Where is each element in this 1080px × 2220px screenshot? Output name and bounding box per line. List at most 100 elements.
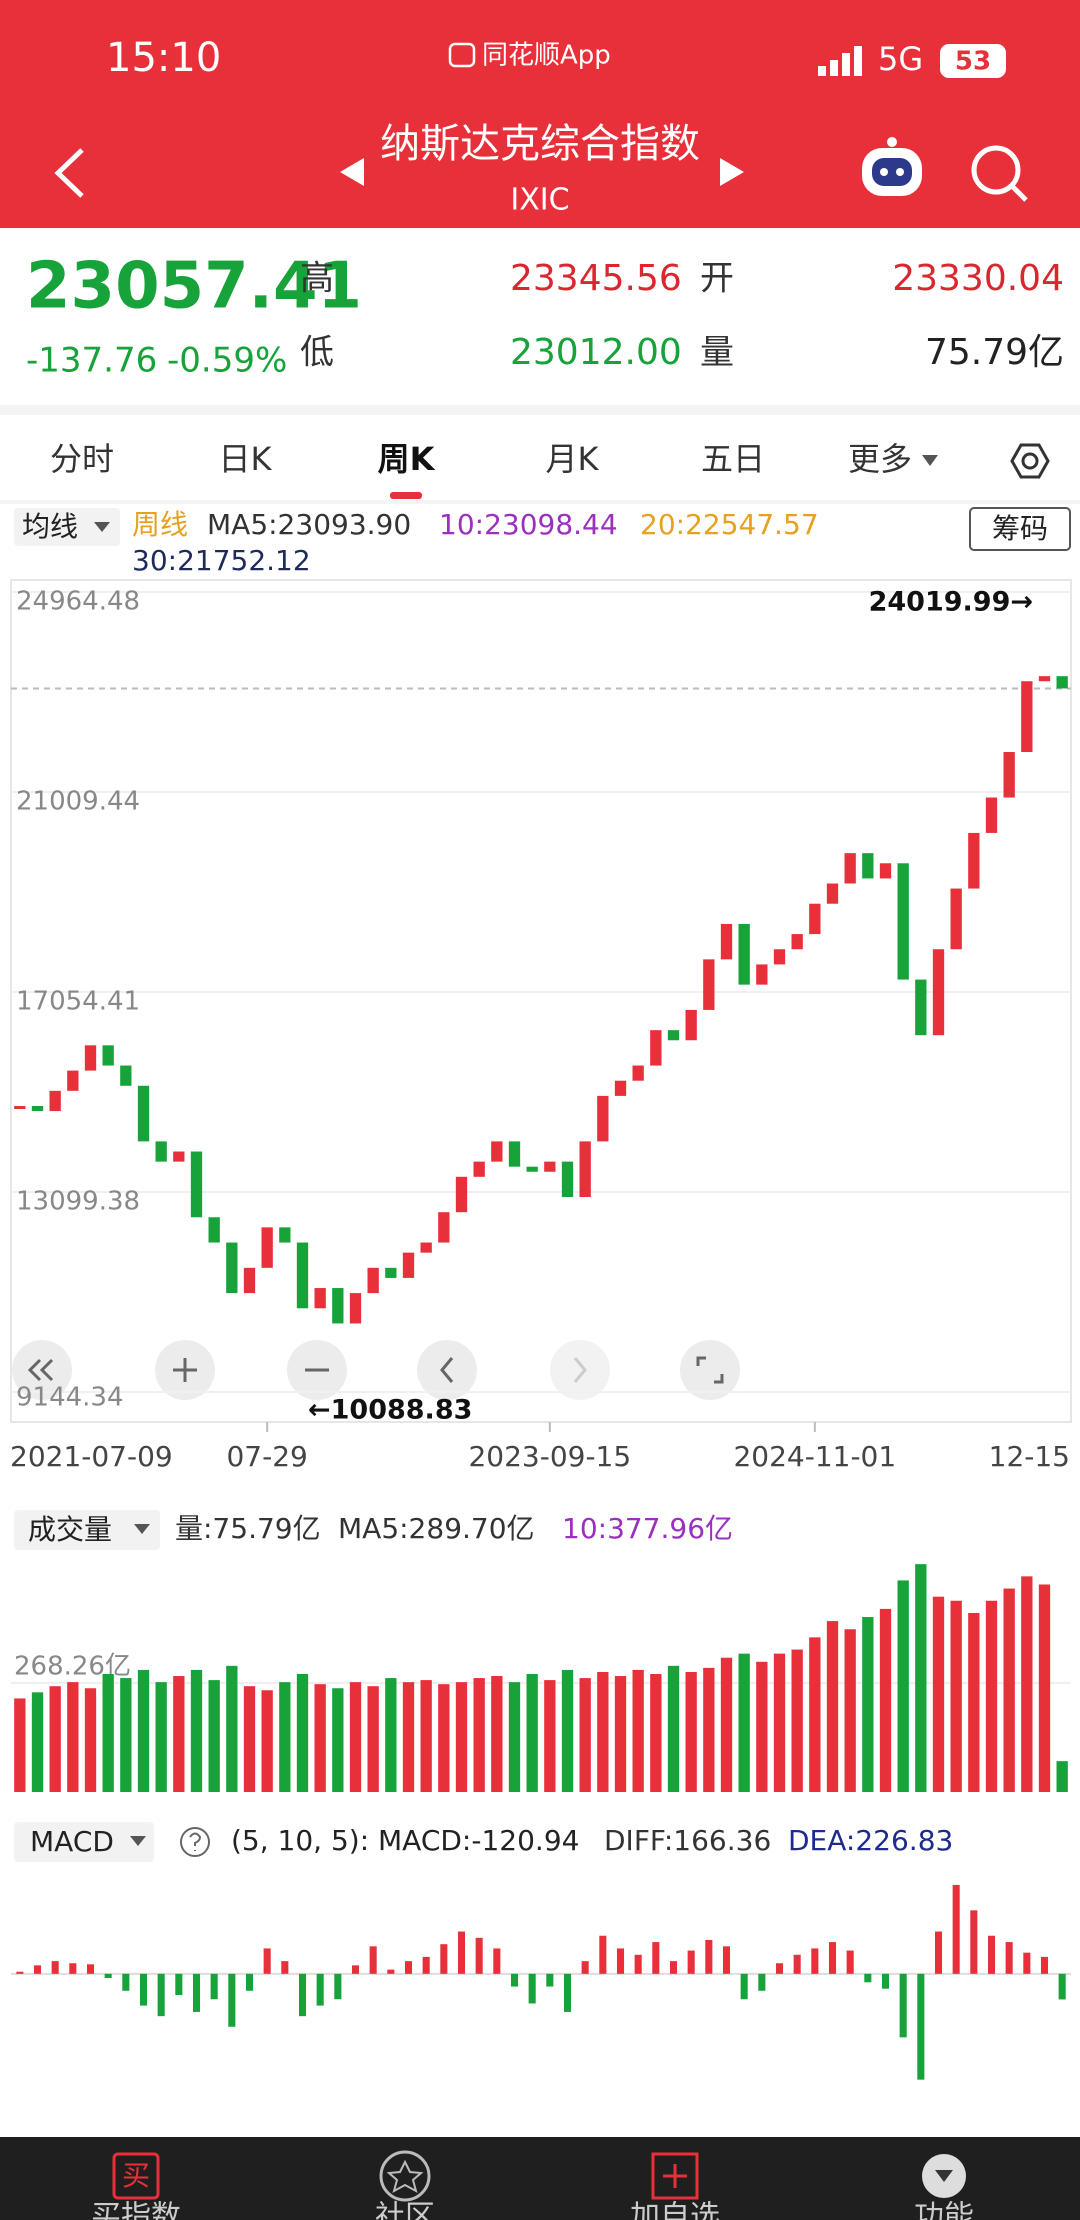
- search-button[interactable]: [971, 145, 1028, 202]
- tab[interactable]: 日K: [219, 440, 273, 478]
- volume-bar: [614, 1676, 627, 1792]
- battery-level: 53: [955, 47, 991, 77]
- candle: [614, 1080, 627, 1096]
- candle: [685, 1009, 697, 1041]
- prev-arrow[interactable]: [340, 158, 364, 186]
- volume-bar: [650, 1674, 662, 1792]
- macd-bar: [934, 1931, 943, 1974]
- macd-bar: [122, 1973, 130, 1991]
- chips-button[interactable]: [969, 507, 1071, 551]
- tab[interactable]: 月K: [546, 440, 600, 478]
- volume-bar: [508, 1682, 521, 1792]
- macd-bar: [157, 1973, 165, 2017]
- candle: [703, 959, 715, 1010]
- macd-bar: [705, 1939, 713, 1974]
- volume-bar: [473, 1678, 485, 1792]
- fullscreen-button[interactable]: [680, 1340, 740, 1400]
- nav-label[interactable]: 加自选: [630, 2200, 720, 2220]
- volume-bar: [173, 1676, 185, 1792]
- candle: [102, 1045, 114, 1066]
- nav-label[interactable]: 功能: [914, 2200, 974, 2220]
- volume-bar: [968, 1612, 980, 1792]
- ma30: 30:21752.12: [132, 544, 311, 577]
- macd-selector[interactable]: [14, 1822, 154, 1862]
- macd-bar: [546, 1973, 554, 1987]
- index-code: IXIC: [510, 183, 569, 218]
- volume: 75.79亿: [925, 332, 1064, 373]
- candle: [756, 964, 768, 985]
- nav-icon[interactable]: [651, 2152, 699, 2200]
- y-tick-label: 17054.41: [16, 987, 140, 1017]
- volume-bar: [137, 1669, 150, 1792]
- macd-bar: [298, 1973, 307, 2017]
- volume-bar: [49, 1686, 61, 1792]
- back-button[interactable]: [54, 148, 84, 198]
- candle: [367, 1267, 379, 1294]
- y-tick-label: 24964.48: [16, 587, 140, 617]
- macd-bar: [369, 1946, 377, 1974]
- nav-icon-arrow: [935, 2170, 953, 2182]
- candle: [897, 863, 909, 980]
- volume-bar: [261, 1690, 273, 1792]
- candle: [738, 923, 750, 985]
- bottom-nav: [0, 2137, 1080, 2220]
- ma-selector[interactable]: [14, 508, 120, 546]
- volume-bar: [879, 1608, 892, 1792]
- macd-bar: [316, 1973, 324, 2006]
- tab-indicator: [390, 492, 422, 499]
- low: 23012.00: [510, 332, 682, 373]
- macd-bar: [510, 1973, 519, 1987]
- macd-bar: [1040, 1956, 1049, 1974]
- macd-bar: [775, 1963, 784, 1974]
- macd-bar: [881, 1973, 890, 1989]
- pan-right-button[interactable]: [550, 1340, 610, 1400]
- volume-selector[interactable]: [14, 1510, 160, 1550]
- nav-icon-star: [386, 2159, 424, 2194]
- help-icon[interactable]: [180, 1827, 210, 1857]
- zoom-controls: [12, 1340, 740, 1400]
- pan-left-button[interactable]: [417, 1340, 477, 1400]
- nav-icon[interactable]: [112, 2152, 160, 2200]
- open: 23330.04: [892, 258, 1064, 299]
- high-annotation: 24019.99→: [869, 587, 1033, 618]
- volume-bar: [985, 1600, 998, 1792]
- volume-bar: [279, 1682, 291, 1792]
- nav-label[interactable]: 社区: [375, 2200, 435, 2220]
- tab[interactable]: 更多: [848, 440, 912, 478]
- candle: [455, 1176, 468, 1213]
- macd-bar: [334, 1973, 342, 2000]
- macd-bar: [86, 1964, 95, 1974]
- high-label: 高: [300, 259, 334, 299]
- macd-bar: [51, 1961, 59, 1974]
- candle: [296, 1242, 309, 1309]
- macd-bar: [652, 1942, 660, 1974]
- candle: [190, 1151, 203, 1218]
- nav-label[interactable]: 买指数: [91, 2200, 181, 2220]
- candle: [932, 949, 945, 1036]
- price: 23057.41: [26, 250, 362, 324]
- volume-bar: [102, 1674, 114, 1792]
- macd-bar: [563, 1973, 572, 2012]
- macd-bar: [528, 1973, 536, 2004]
- candle: [579, 1141, 591, 1198]
- candle: [420, 1242, 432, 1253]
- volume-bar: [915, 1564, 927, 1792]
- next-arrow[interactable]: [720, 158, 744, 186]
- candle: [879, 863, 892, 879]
- candle: [226, 1242, 238, 1294]
- volume-legend: 10:377.96亿: [562, 1512, 733, 1545]
- macd-bar: [422, 1956, 430, 1974]
- tab[interactable]: 五日: [701, 440, 765, 478]
- volume-bar: [243, 1686, 256, 1792]
- candle: [950, 888, 962, 950]
- nav-icon[interactable]: [379, 2150, 431, 2202]
- candle: [332, 1288, 344, 1324]
- tab[interactable]: 周K: [378, 440, 436, 478]
- volume-bar: [932, 1596, 945, 1792]
- tab[interactable]: 分时: [50, 440, 114, 478]
- settings-button[interactable]: [1010, 443, 1050, 479]
- robot-button[interactable]: [862, 137, 922, 196]
- candle: [1056, 676, 1068, 689]
- candle: [561, 1161, 574, 1198]
